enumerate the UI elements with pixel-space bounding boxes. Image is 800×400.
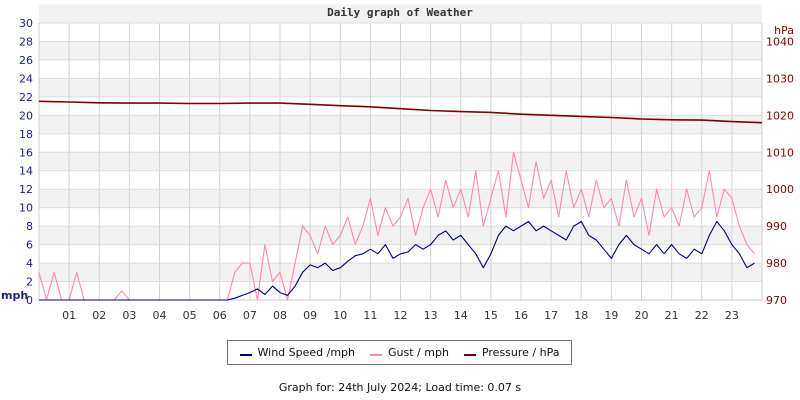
y-axis-label: mph — [1, 289, 28, 302]
x-tick-label: 15 — [484, 309, 498, 322]
y2-tick-label: 1000 — [766, 183, 794, 196]
legend-swatch-pressure — [463, 353, 476, 356]
legend-label-gust: Gust / mph — [388, 346, 449, 359]
x-tick-label: 10 — [333, 309, 347, 322]
x-tick-label: 03 — [122, 309, 136, 322]
x-tick-label: 20 — [635, 309, 649, 322]
x-tick-label: 06 — [213, 309, 227, 322]
y-tick-label: 30 — [19, 17, 33, 30]
y2-tick-label: 1010 — [766, 146, 794, 159]
y-tick-label: 14 — [19, 165, 33, 178]
legend-swatch-gust — [370, 353, 383, 356]
y-tick-label: 10 — [19, 202, 33, 215]
x-tick-label: 16 — [514, 309, 528, 322]
y-tick-label: 0 — [26, 294, 33, 307]
y-tick-label: 20 — [19, 109, 33, 122]
x-tick-label: 02 — [92, 309, 106, 322]
y2-tick-label: 1040 — [766, 35, 794, 48]
y2-axis-label: hPa — [774, 24, 794, 37]
legend-item-gust: Gust / mph — [370, 346, 449, 359]
x-tick-label: 22 — [695, 309, 709, 322]
y2-tick-label: 990 — [766, 220, 787, 233]
x-tick-label: 18 — [574, 309, 588, 322]
y-tick-label: 4 — [26, 257, 33, 270]
x-tick-label: 13 — [424, 309, 438, 322]
x-tick-label: 11 — [363, 309, 377, 322]
legend-swatch-wind — [239, 353, 252, 356]
x-tick-label: 05 — [183, 309, 197, 322]
pressure-line — [38, 100, 763, 124]
y-tick-label: 28 — [19, 35, 33, 48]
y-tick-label: 26 — [19, 54, 33, 67]
legend-item-pressure: Pressure / hPa — [463, 346, 560, 359]
x-tick-label: 09 — [303, 309, 317, 322]
legend: Wind Speed /mph Gust / mph Pressure / hP… — [227, 340, 572, 365]
y2-tick-label: 980 — [766, 257, 787, 270]
x-tick-label: 08 — [273, 309, 287, 322]
y-tick-label: 24 — [19, 72, 33, 85]
y2-tick-label: 1020 — [766, 109, 794, 122]
y-tick-label: 18 — [19, 128, 33, 141]
chart-title: Daily graph of Weather — [327, 6, 473, 19]
x-tick-label: 21 — [665, 309, 679, 322]
y-tick-label: 12 — [19, 183, 33, 196]
y-tick-label: 16 — [19, 146, 33, 159]
legend-label-pressure: Pressure / hPa — [481, 346, 560, 359]
y-tick-label: 22 — [19, 91, 33, 104]
x-tick-label: 19 — [604, 309, 618, 322]
x-tick-label: 23 — [725, 309, 739, 322]
legend-label-wind: Wind Speed /mph — [257, 346, 356, 359]
y2-tick-label: 970 — [766, 294, 787, 307]
grid-band — [39, 4, 762, 24]
footer-status: Graph for: 24th July 2024; Load time: 0.… — [278, 381, 522, 394]
x-tick-label: 07 — [243, 309, 257, 322]
x-tick-label: 04 — [153, 309, 167, 322]
y-tick-label: 6 — [26, 239, 33, 252]
x-tick-label: 01 — [62, 309, 76, 322]
wind-speed-line — [39, 220, 755, 301]
x-tick-label: 14 — [454, 309, 468, 322]
x-tick-label: 12 — [394, 309, 408, 322]
legend-item-wind: Wind Speed /mph — [239, 346, 356, 359]
y2-tick-label: 1030 — [766, 72, 794, 85]
y-tick-label: 8 — [26, 220, 33, 233]
x-tick-label: 17 — [544, 309, 558, 322]
y-tick-label: 2 — [26, 276, 33, 289]
